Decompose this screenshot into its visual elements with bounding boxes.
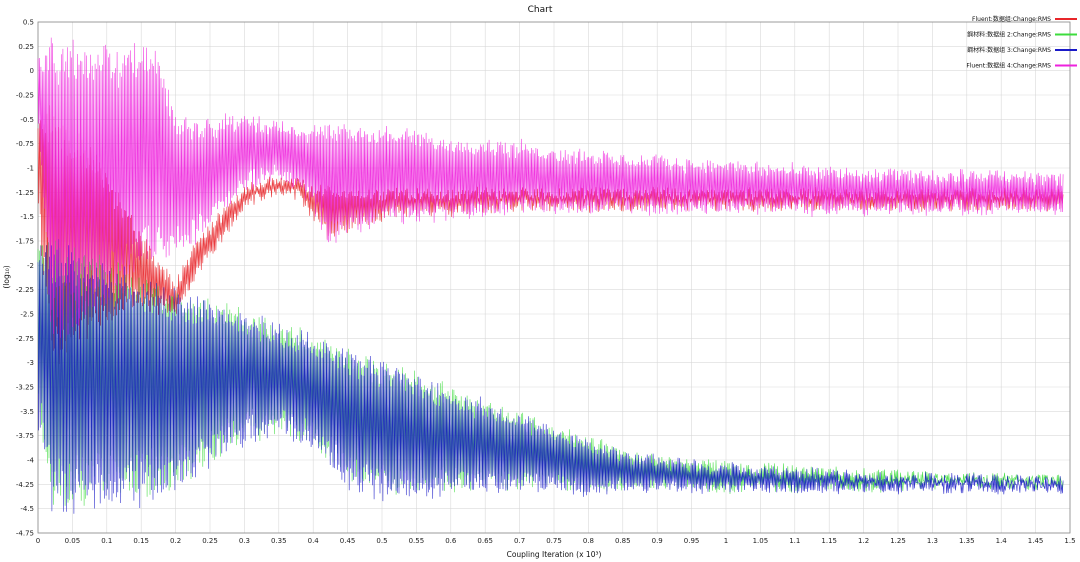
y-tick-label: -2.5: [20, 311, 34, 319]
y-tick-label: -3.25: [16, 384, 34, 392]
x-tick-label: 0.45: [340, 537, 356, 545]
x-tick-label: 0.7: [514, 537, 525, 545]
x-tick-label: 1.25: [890, 537, 906, 545]
y-tick-label: -4.75: [16, 530, 34, 538]
x-tick-label: 0.1: [101, 537, 112, 545]
x-tick-label: 1.5: [1064, 537, 1075, 545]
y-tick-label: 0.25: [18, 43, 34, 51]
legend-label: 鋼材料:数据组 2:Change:RMS: [967, 31, 1051, 39]
x-tick-label: 0: [36, 537, 40, 545]
x-tick-label: 0.8: [583, 537, 594, 545]
x-tick-label: 0.25: [202, 537, 218, 545]
y-tick-label: -0.75: [16, 140, 34, 148]
series-layer: [37, 37, 1064, 514]
y-tick-label: -2.25: [16, 286, 34, 294]
x-tick-label: 1.2: [858, 537, 869, 545]
series-line-4: [37, 37, 1064, 338]
x-tick-label: 0.55: [409, 537, 425, 545]
x-tick-label: 0.2: [170, 537, 181, 545]
x-tick-label: 1.45: [1028, 537, 1044, 545]
x-tick-label: 0.05: [65, 537, 81, 545]
y-axis-ticks: 0.5 0.25 0 -0.25 -0.5 -0.75 -1 -1.25 -1.5 -1.75 -2…: [16, 19, 35, 538]
x-tick-label: 1.05: [753, 537, 769, 545]
y-tick-label: -0.25: [16, 92, 34, 100]
y-tick-label: 0.5: [23, 19, 34, 27]
x-tick-label: 0.75: [546, 537, 562, 545]
x-tick-label: 0.4: [308, 537, 320, 545]
x-tick-label: 0.9: [652, 537, 663, 545]
y-tick-label: -4.25: [16, 481, 34, 489]
y-tick-label: -1.5: [20, 213, 34, 221]
x-tick-label: 1.3: [927, 537, 938, 545]
x-tick-label: 0.65: [477, 537, 493, 545]
y-tick-label: -0.5: [20, 116, 34, 124]
x-tick-label: 1.15: [821, 537, 837, 545]
y-tick-label: -2: [27, 262, 34, 270]
x-tick-label: 0.95: [684, 537, 700, 545]
chart-title: Chart: [528, 5, 553, 15]
x-tick-label: 0.6: [445, 537, 457, 545]
y-tick-label: -4: [27, 457, 35, 465]
y-tick-label: -4.5: [20, 505, 34, 513]
legend-label: 鋼材料:数据组 3:Change:RMS: [967, 46, 1051, 54]
y-axis-label: (log₁₀): [2, 265, 11, 288]
y-tick-label: -3: [27, 359, 34, 367]
x-tick-label: 1.4: [996, 537, 1008, 545]
x-tick-label: 0.15: [133, 537, 149, 545]
x-tick-label: 1.35: [959, 537, 975, 545]
series-line-3: [37, 239, 1064, 514]
y-tick-label: 0: [30, 67, 34, 75]
y-tick-label: -1: [27, 165, 34, 173]
x-axis-ticks: 0 0.05 0.1 0.15 0.2 0.25 0.3 0.35 0.4 0.45 0.5 0.55…: [36, 537, 1076, 545]
x-tick-label: 0.35: [271, 537, 287, 545]
y-tick-label: -3.5: [20, 408, 34, 416]
x-tick-label: 0.85: [615, 537, 631, 545]
legend-label: Fluent:数据组:Change:RMS: [972, 15, 1051, 23]
legend-label: Fluent:数据组 4:Change:RMS: [966, 62, 1051, 70]
y-tick-label: -3.75: [16, 432, 34, 440]
x-tick-label: 1: [724, 537, 728, 545]
legend: Fluent:数据组:Change:RMS 鋼材料:数据组 2:Change:RM…: [966, 15, 1077, 70]
x-axis-label: Coupling Iteration (x 10³): [507, 550, 602, 559]
y-tick-label: -1.25: [16, 189, 34, 197]
y-tick-label: -1.75: [16, 238, 34, 246]
y-tick-label: -2.75: [16, 335, 34, 343]
x-tick-label: 1.1: [789, 537, 800, 545]
x-tick-label: 0.3: [239, 537, 250, 545]
x-tick-label: 0.5: [376, 537, 387, 545]
